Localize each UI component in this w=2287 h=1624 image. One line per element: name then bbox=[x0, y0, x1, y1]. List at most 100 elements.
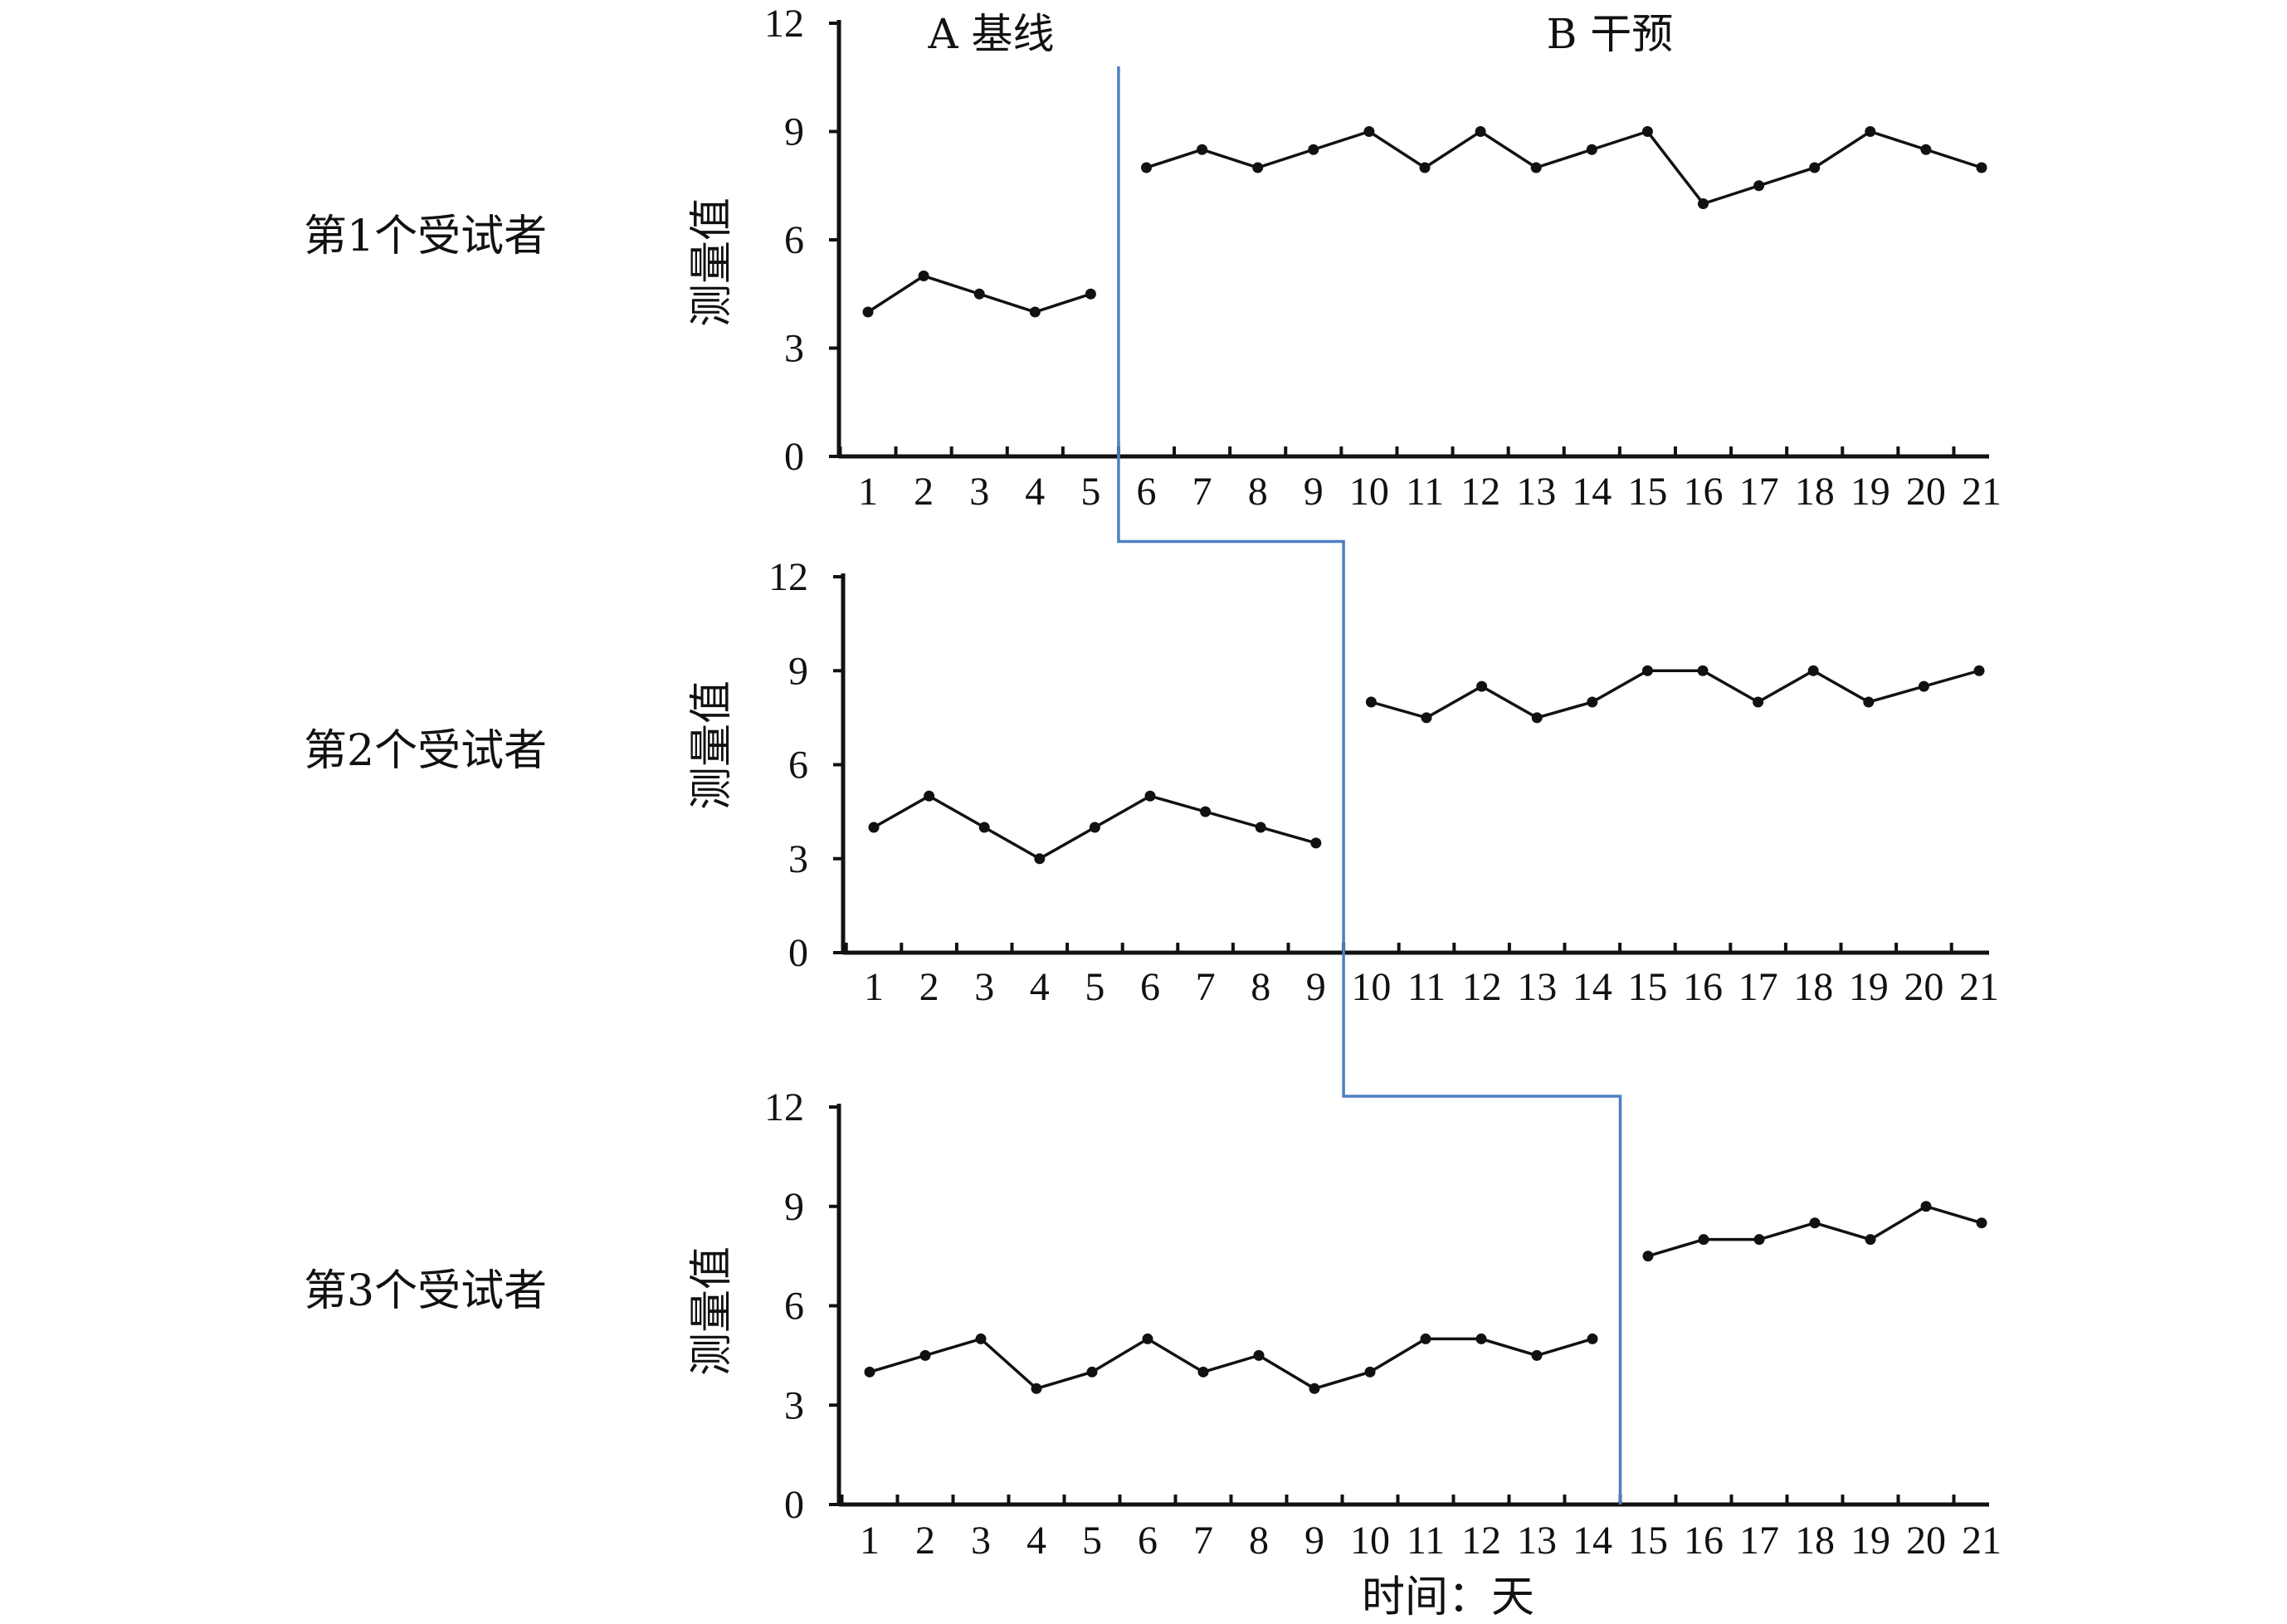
intervention-data-point bbox=[1642, 1251, 1654, 1262]
x-tick-label: 4 bbox=[1030, 965, 1050, 1009]
intervention-data-point bbox=[1809, 1217, 1821, 1229]
x-tick-label: 19 bbox=[1851, 470, 1890, 514]
intervention-data-point bbox=[1807, 665, 1819, 676]
y-tick-label: 6 bbox=[788, 744, 808, 788]
intervention-data-point bbox=[1918, 680, 1929, 692]
x-tick-label: 16 bbox=[1683, 965, 1723, 1009]
intervention-data-point bbox=[1698, 1234, 1709, 1246]
intervention-data-point bbox=[1530, 162, 1542, 173]
x-tick-label: 14 bbox=[1573, 965, 1612, 1009]
intervention-data-point bbox=[1976, 1217, 1987, 1229]
x-tick-label: 12 bbox=[1460, 470, 1500, 514]
intervention-data-point bbox=[1920, 1201, 1932, 1212]
x-tick-label: 3 bbox=[974, 965, 994, 1009]
x-axis-title: 时间：天 bbox=[1362, 1573, 1534, 1622]
y-tick-label: 3 bbox=[784, 1383, 804, 1427]
intervention-data-point bbox=[1475, 126, 1486, 137]
baseline-data-point bbox=[864, 1366, 875, 1378]
intervention-data-point bbox=[1641, 665, 1653, 676]
y-tick-label: 0 bbox=[784, 435, 804, 479]
x-tick-label: 10 bbox=[1351, 965, 1391, 1009]
baseline-data-point bbox=[918, 271, 929, 281]
subject-label: 第1个受试者 bbox=[304, 212, 547, 261]
x-tick-label: 9 bbox=[1304, 470, 1324, 514]
baseline-data-point bbox=[1089, 822, 1100, 833]
x-tick-label: 17 bbox=[1739, 470, 1779, 514]
x-tick-label: 10 bbox=[1349, 470, 1389, 514]
intervention-series-line bbox=[1145, 129, 1982, 206]
y-tick-label: 0 bbox=[784, 1483, 804, 1527]
x-tick-label: 8 bbox=[1251, 965, 1270, 1009]
x-tick-label: 20 bbox=[1906, 470, 1946, 514]
y-axis-label: 测量值 bbox=[687, 680, 737, 810]
intervention-data-point bbox=[1973, 665, 1985, 676]
y-axis-label: 测量值 bbox=[687, 198, 737, 327]
baseline-data-point bbox=[973, 288, 985, 300]
intervention-data-point bbox=[1753, 696, 1764, 708]
x-tick-label: 2 bbox=[919, 965, 939, 1009]
intervention-series-line bbox=[1370, 669, 1980, 719]
intervention-series-line bbox=[1647, 1204, 1982, 1258]
y-tick-label: 12 bbox=[764, 2, 804, 46]
x-tick-label: 21 bbox=[1959, 965, 1999, 1009]
y-tick-label: 12 bbox=[764, 1085, 804, 1129]
x-tick-label: 13 bbox=[1516, 470, 1556, 514]
x-tick-label: 18 bbox=[1795, 470, 1835, 514]
x-tick-label: 11 bbox=[1407, 965, 1446, 1009]
baseline-data-point bbox=[1253, 1349, 1265, 1361]
baseline-data-point bbox=[1587, 1333, 1598, 1344]
x-tick-label: 5 bbox=[1082, 1519, 1102, 1563]
intervention-data-point bbox=[1976, 162, 1987, 173]
intervention-data-point bbox=[1698, 198, 1709, 209]
x-tick-label: 5 bbox=[1080, 470, 1100, 514]
x-tick-label: 17 bbox=[1738, 965, 1778, 1009]
intervention-data-point bbox=[1865, 1234, 1876, 1246]
intervention-data-point bbox=[1920, 144, 1932, 155]
baseline-data-point bbox=[919, 1349, 931, 1361]
x-tick-label: 5 bbox=[1085, 965, 1104, 1009]
x-tick-label: 2 bbox=[915, 1519, 935, 1563]
x-tick-label: 15 bbox=[1628, 1519, 1668, 1563]
x-tick-label: 7 bbox=[1193, 1519, 1213, 1563]
intervention-data-point bbox=[1697, 665, 1709, 676]
intervention-data-point bbox=[1197, 144, 1208, 155]
phase-label-baseline: A 基线 bbox=[927, 10, 1054, 58]
x-tick-label: 18 bbox=[1795, 1519, 1835, 1563]
x-tick-label: 3 bbox=[969, 470, 989, 514]
y-axis-label: 测量值 bbox=[687, 1246, 737, 1376]
x-tick-label: 16 bbox=[1684, 1519, 1724, 1563]
phase-label-intervention: B 干预 bbox=[1547, 10, 1674, 58]
x-tick-label: 9 bbox=[1304, 1519, 1324, 1563]
x-tick-label: 2 bbox=[914, 470, 934, 514]
baseline-data-point bbox=[1420, 1333, 1431, 1344]
baseline-data-point bbox=[975, 1333, 987, 1344]
intervention-data-point bbox=[1308, 144, 1319, 155]
x-tick-label: 11 bbox=[1406, 470, 1444, 514]
y-tick-label: 9 bbox=[784, 110, 804, 154]
x-tick-label: 6 bbox=[1140, 965, 1160, 1009]
intervention-data-point bbox=[1865, 126, 1876, 137]
baseline-data-point bbox=[1029, 306, 1041, 318]
x-tick-label: 9 bbox=[1306, 965, 1326, 1009]
x-tick-label: 21 bbox=[1962, 1519, 2002, 1563]
intervention-data-point bbox=[1641, 126, 1653, 137]
x-tick-label: 20 bbox=[1904, 965, 1943, 1009]
baseline-data-point bbox=[1085, 288, 1096, 300]
baseline-data-point bbox=[1475, 1333, 1487, 1344]
subject-label: 第2个受试者 bbox=[304, 726, 547, 776]
x-tick-label: 3 bbox=[971, 1519, 991, 1563]
baseline-data-point bbox=[1200, 806, 1212, 817]
baseline-data-point bbox=[1309, 1383, 1320, 1394]
x-tick-label: 19 bbox=[1849, 965, 1889, 1009]
baseline-data-point bbox=[1364, 1366, 1376, 1378]
baseline-data-point bbox=[1531, 1349, 1543, 1361]
baseline-data-point bbox=[868, 822, 880, 833]
intervention-data-point bbox=[1587, 696, 1598, 708]
baseline-data-point bbox=[862, 306, 874, 318]
x-tick-label: 17 bbox=[1739, 1519, 1779, 1563]
x-tick-label: 6 bbox=[1138, 1519, 1158, 1563]
